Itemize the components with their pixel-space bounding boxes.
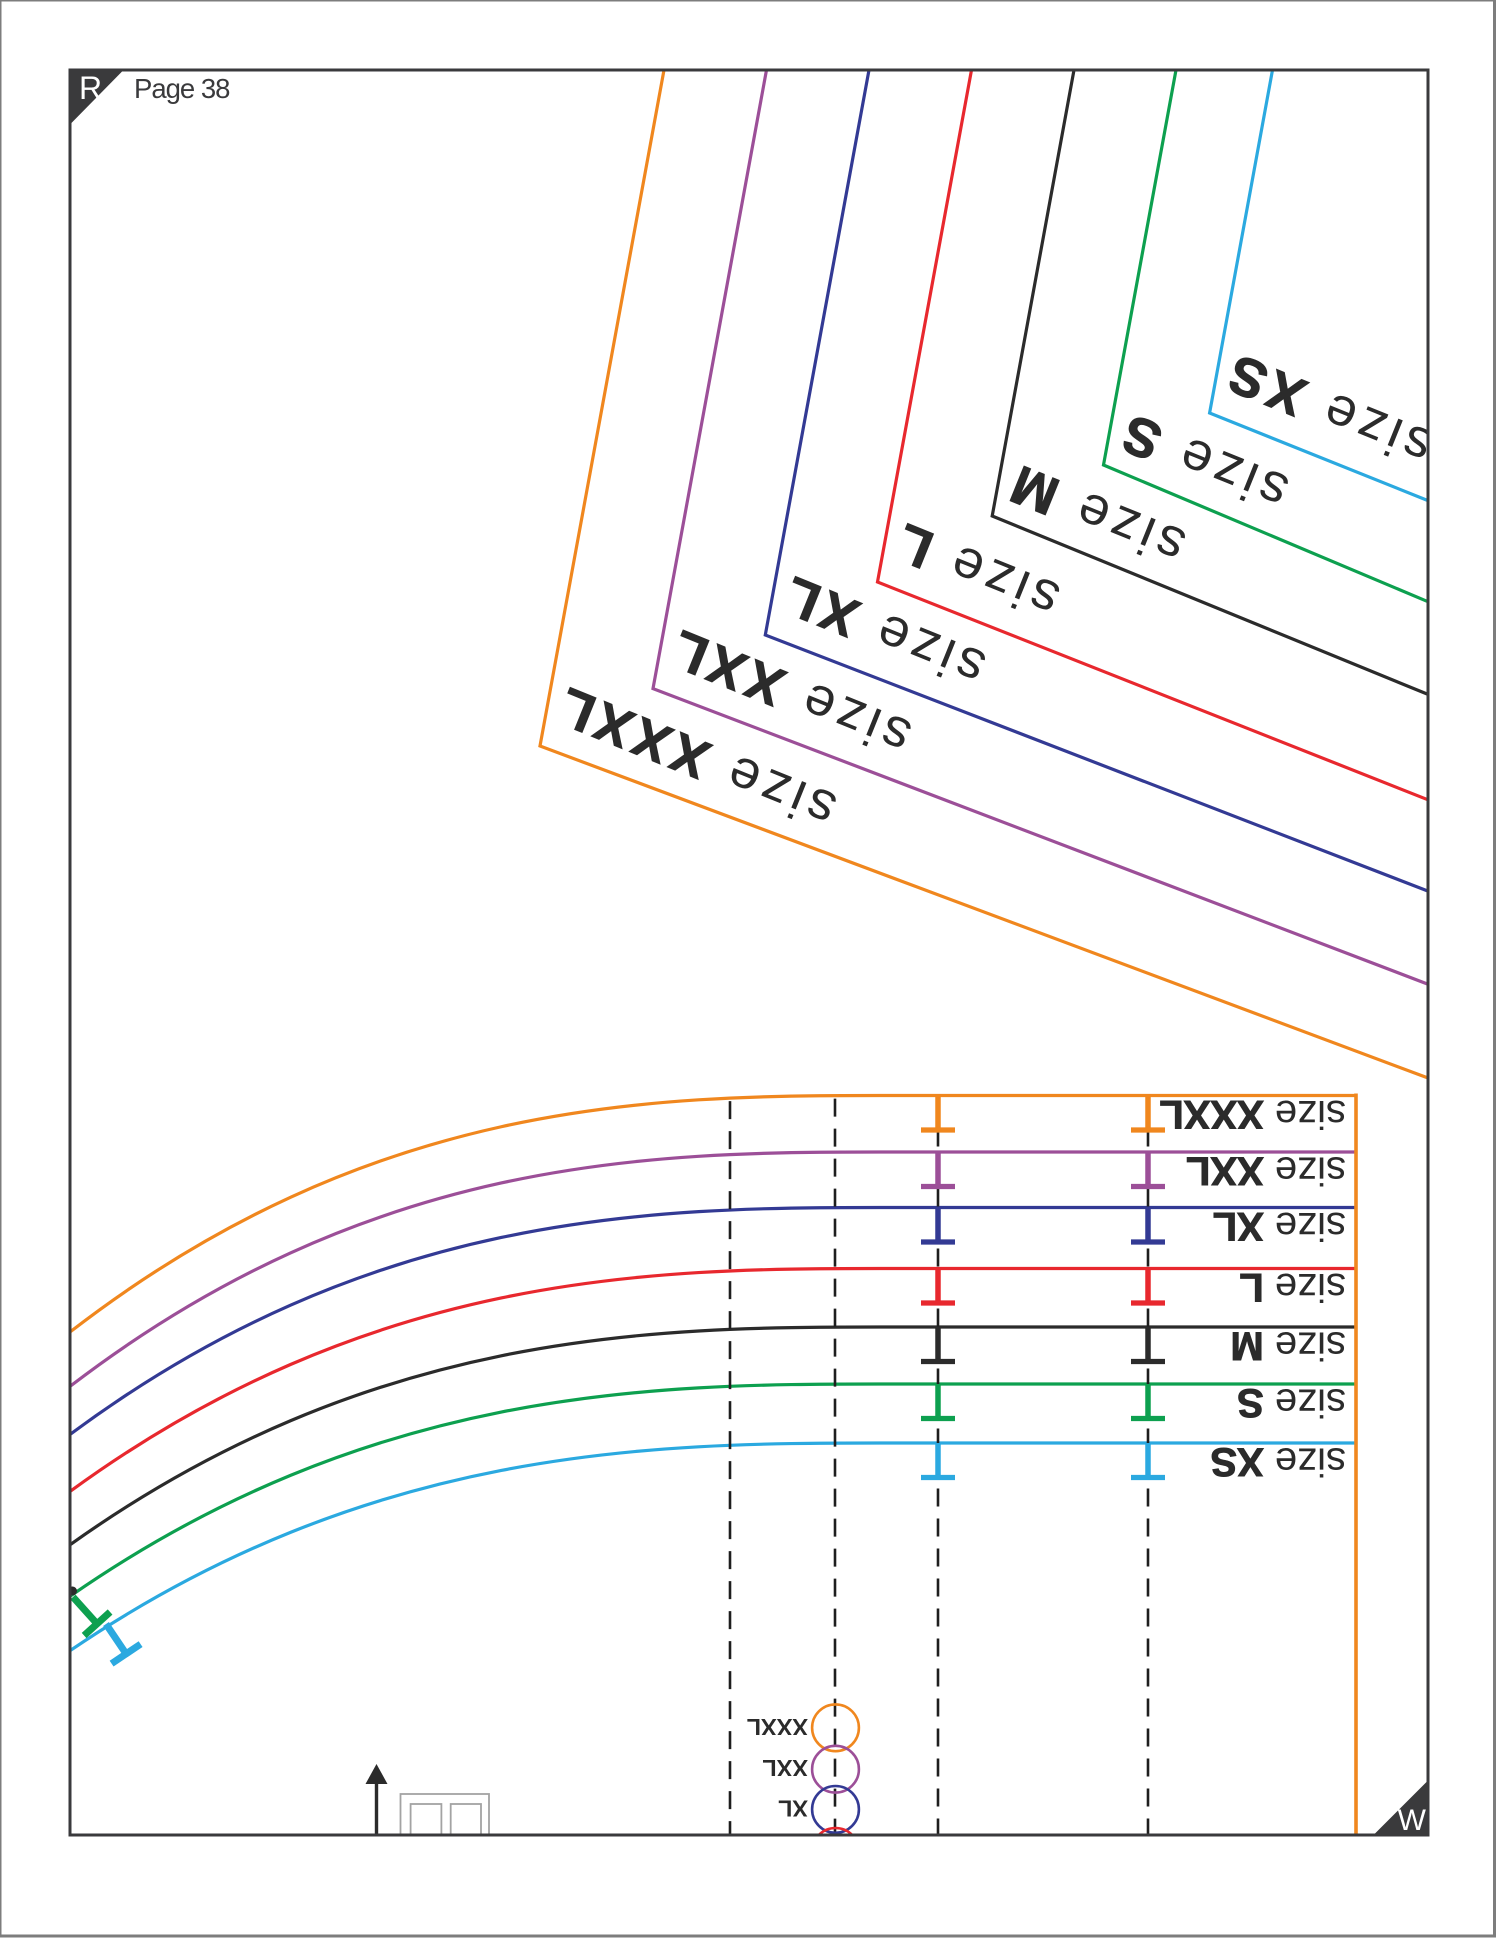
svg-text:size L: size L: [1239, 1265, 1346, 1309]
svg-text:W: W: [1398, 1804, 1427, 1837]
svg-text:XXL: XXL: [762, 1755, 808, 1781]
svg-text:size XS: size XS: [1210, 1440, 1346, 1484]
svg-text:Page 38: Page 38: [134, 73, 230, 104]
svg-text:size XL: size XL: [1213, 1204, 1346, 1248]
svg-text:XL: XL: [778, 1795, 808, 1821]
svg-text:size XXXL: size XXXL: [1159, 1092, 1346, 1136]
svg-text:size S: size S: [1237, 1381, 1346, 1425]
svg-text:R: R: [79, 70, 102, 106]
svg-text:size XXL: size XXL: [1186, 1149, 1346, 1193]
svg-text:size M: size M: [1230, 1324, 1346, 1368]
svg-text:XXXL: XXXL: [747, 1714, 808, 1740]
